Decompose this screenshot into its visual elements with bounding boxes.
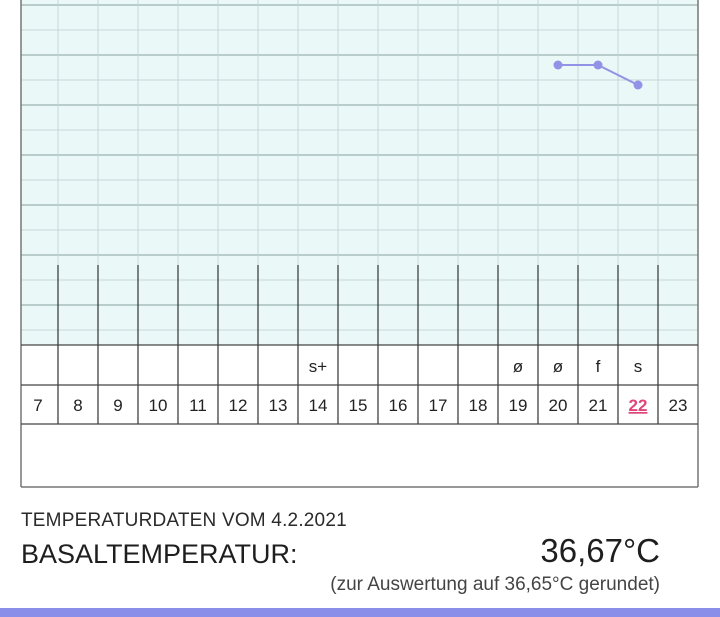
day-number: 18	[469, 396, 488, 415]
temperature-point	[553, 60, 563, 70]
bottom-accent-bar	[0, 608, 720, 617]
cycle-chart: s+ ø ø f s 7 8 9 10 11 12 13 14 15 16 17 18 19 20 21 22 23	[20, 0, 699, 488]
chart-background	[21, 0, 698, 345]
temperature-line-segment	[597, 64, 639, 86]
day-number: 7	[33, 396, 42, 415]
day-number: 10	[149, 396, 168, 415]
day-number: 17	[429, 396, 448, 415]
day-number: 11	[189, 396, 207, 415]
temperature-point	[593, 60, 603, 70]
cycle-mark: ø	[553, 357, 563, 376]
day-number: 9	[113, 396, 122, 415]
basal-temperature-label: BASALTEMPERATUR:	[21, 539, 298, 569]
temperature-point	[633, 80, 643, 90]
day-number: 23	[669, 396, 688, 415]
day-number: 15	[349, 396, 368, 415]
day-number: 19	[509, 396, 528, 415]
cycle-mark: f	[596, 357, 601, 376]
cycle-mark: ø	[513, 357, 523, 376]
day-number: 20	[549, 396, 568, 415]
rounded-value-note: (zur Auswertung auf 36,65°C gerundet)	[330, 574, 660, 595]
cycle-mark: s	[634, 357, 643, 376]
basal-temperature-value: 36,67°C	[540, 532, 660, 569]
day-number-today: 22	[629, 396, 648, 415]
day-number: 12	[229, 396, 248, 415]
cycle-mark: s+	[309, 357, 328, 376]
day-number: 21	[589, 396, 608, 415]
day-number: 16	[389, 396, 408, 415]
day-number: 8	[73, 396, 82, 415]
temperature-data-title: TEMPERATURDATEN VOM 4.2.2021	[21, 510, 347, 531]
day-number: 14	[309, 396, 328, 415]
day-number: 13	[269, 396, 288, 415]
